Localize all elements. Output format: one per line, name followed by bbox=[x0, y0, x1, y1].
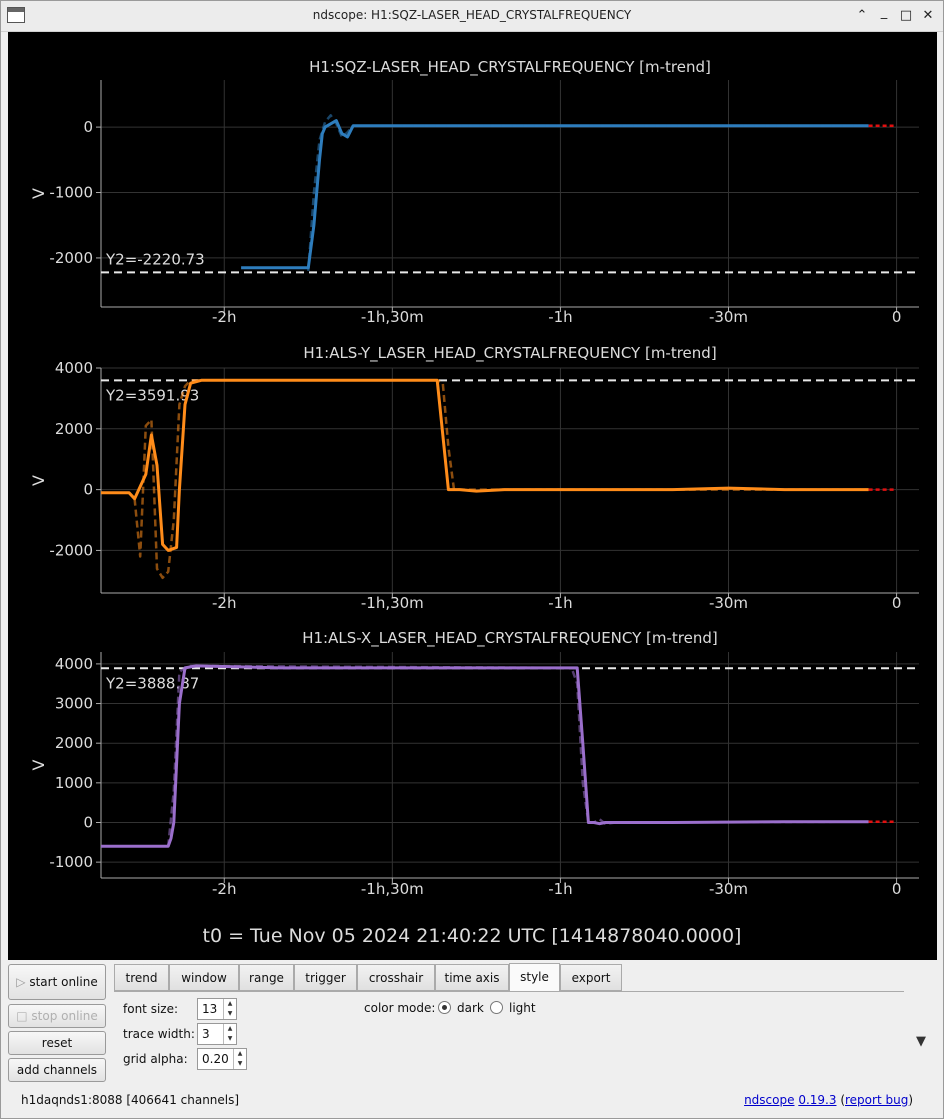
grid-alpha-spinbox[interactable]: 0.20 ▲ ▼ bbox=[197, 1048, 247, 1070]
stop-icon: □ bbox=[16, 1009, 28, 1023]
window-title: ndscope: H1:SQZ-LASER_HEAD_CRYSTALFREQUE… bbox=[312, 8, 632, 22]
t0-label: t0 = Tue Nov 05 2024 21:40:22 UTC [14148… bbox=[203, 925, 742, 947]
tab-trigger[interactable]: trigger bbox=[294, 964, 357, 991]
y-axis-label: V bbox=[29, 759, 48, 770]
style-panel: font size: 13 ▲ ▼ trace width: 3 ▲ ▼ grid … bbox=[114, 991, 904, 1082]
x-tick-label: -1h bbox=[548, 308, 572, 326]
plot-title: H1:ALS-X_LASER_HEAD_CRYSTALFREQUENCY [m-… bbox=[302, 629, 718, 648]
title-bar: ndscope: H1:SQZ-LASER_HEAD_CRYSTALFREQUE… bbox=[1, 1, 943, 32]
trace-minmax-line bbox=[166, 664, 869, 847]
close-button[interactable]: ✕ bbox=[922, 8, 934, 23]
x-tick-label: 0 bbox=[892, 308, 902, 326]
start-online-label: start online bbox=[29, 975, 98, 989]
plot-title: H1:SQZ-LASER_HEAD_CRYSTALFREQUENCY [m-tr… bbox=[309, 58, 711, 77]
trace-width-label: trace width: bbox=[123, 1027, 195, 1041]
font-size-value: 13 bbox=[202, 1002, 218, 1016]
x-tick-label: 0 bbox=[892, 880, 902, 898]
x-tick-label: -2h bbox=[212, 880, 236, 898]
y-tick-label: 4000 bbox=[55, 655, 93, 673]
stop-online-button[interactable]: □ stop online bbox=[8, 1004, 106, 1028]
spin-arrows-icon[interactable]: ▲ ▼ bbox=[223, 999, 236, 1019]
cursor-y2-label: Y2=3591.93 bbox=[105, 386, 199, 404]
trace-line bbox=[101, 664, 869, 848]
x-tick-label: -2h bbox=[212, 308, 236, 326]
tab-window[interactable]: window bbox=[169, 964, 239, 991]
x-tick-label: -1h bbox=[548, 594, 572, 612]
trace-minmax-line bbox=[307, 114, 869, 272]
x-tick-label: -1h,30m bbox=[361, 308, 424, 326]
y-tick-label: -1000 bbox=[49, 184, 93, 202]
trace-width-spinbox[interactable]: 3 ▲ ▼ bbox=[197, 1023, 237, 1045]
trace-line bbox=[241, 119, 869, 270]
tab-export[interactable]: export bbox=[560, 964, 622, 991]
font-size-label: font size: bbox=[123, 1002, 179, 1016]
server-status: h1daqnds1:8088 [406641 channels] bbox=[21, 1093, 240, 1107]
y-tick-label: 2000 bbox=[55, 420, 93, 438]
maximize-button[interactable]: □ bbox=[899, 8, 913, 23]
version-link[interactable]: 0.19.3 bbox=[798, 1093, 837, 1107]
plots-canvas[interactable]: H1:SQZ-LASER_HEAD_CRYSTALFREQUENCY [m-tr… bbox=[8, 32, 937, 960]
x-tick-label: -30m bbox=[709, 594, 748, 612]
x-tick-label: -2h bbox=[212, 594, 236, 612]
dark-label: dark bbox=[457, 1001, 484, 1015]
play-icon: ▷ bbox=[16, 975, 26, 989]
y-tick-label: 3000 bbox=[55, 695, 93, 713]
y-axis-label: V bbox=[29, 188, 48, 199]
paren-open: ( bbox=[840, 1093, 845, 1107]
color-mode-label: color mode: bbox=[364, 1001, 436, 1015]
control-panel: ▷ start online □ stop online reset add c… bbox=[1, 961, 943, 1118]
plot-area[interactable]: H1:SQZ-LASER_HEAD_CRYSTALFREQUENCY [m-tr… bbox=[8, 32, 937, 960]
y-tick-label: -1000 bbox=[49, 853, 93, 871]
stop-online-label: stop online bbox=[31, 1009, 98, 1023]
y-tick-label: 0 bbox=[83, 118, 93, 136]
tab-time-axis[interactable]: time axis bbox=[435, 964, 509, 991]
x-tick-label: -30m bbox=[709, 880, 748, 898]
grid-alpha-label: grid alpha: bbox=[123, 1052, 188, 1066]
window-menu-icon[interactable] bbox=[7, 7, 25, 23]
y-tick-label: -2000 bbox=[49, 541, 93, 559]
shade-button[interactable]: ⌃ bbox=[856, 8, 868, 23]
paren-close: ) bbox=[908, 1093, 913, 1107]
y-tick-label: 1000 bbox=[55, 774, 93, 792]
ndscope-link[interactable]: ndscope bbox=[744, 1093, 795, 1107]
trace-width-value: 3 bbox=[202, 1027, 210, 1041]
start-online-button[interactable]: ▷ start online bbox=[8, 964, 106, 1000]
y-axis-label: V bbox=[29, 475, 48, 486]
minimize-button[interactable]: _ bbox=[880, 5, 888, 20]
x-tick-label: -1h,30m bbox=[361, 594, 424, 612]
add-channels-button[interactable]: add channels bbox=[8, 1058, 106, 1082]
cursor-y2-label: Y2=3888.87 bbox=[105, 674, 199, 692]
tab-range[interactable]: range bbox=[239, 964, 294, 991]
y-tick-label: 0 bbox=[83, 481, 93, 499]
dark-radio[interactable] bbox=[438, 1001, 451, 1014]
report-bug-link[interactable]: report bug bbox=[845, 1093, 909, 1107]
light-label: light bbox=[509, 1001, 536, 1015]
x-tick-label: -1h bbox=[548, 880, 572, 898]
tab-crosshair[interactable]: crosshair bbox=[357, 964, 435, 991]
tab-style[interactable]: style bbox=[509, 963, 560, 992]
x-tick-label: -1h,30m bbox=[361, 880, 424, 898]
spin-arrows-icon[interactable]: ▲ ▼ bbox=[223, 1024, 236, 1044]
x-tick-label: 0 bbox=[892, 594, 902, 612]
light-radio[interactable] bbox=[490, 1001, 503, 1014]
y-tick-label: 2000 bbox=[55, 734, 93, 752]
version-info: ndscope 0.19.3 (report bug) bbox=[744, 1093, 913, 1107]
reset-button[interactable]: reset bbox=[8, 1031, 106, 1055]
expand-icon[interactable]: ▼ bbox=[916, 1034, 926, 1049]
y-tick-label: 4000 bbox=[55, 359, 93, 377]
font-size-spinbox[interactable]: 13 ▲ ▼ bbox=[197, 998, 237, 1020]
cursor-y2-label: Y2=-2220.73 bbox=[105, 250, 205, 268]
trace-minmax-line bbox=[133, 378, 869, 580]
trace-line bbox=[101, 378, 869, 552]
x-tick-label: -30m bbox=[709, 308, 748, 326]
y-tick-label: 0 bbox=[83, 813, 93, 831]
spin-arrows-icon[interactable]: ▲ ▼ bbox=[233, 1049, 246, 1069]
y-tick-label: -2000 bbox=[49, 249, 93, 267]
grid-alpha-value: 0.20 bbox=[202, 1052, 229, 1066]
plot-title: H1:ALS-Y_LASER_HEAD_CRYSTALFREQUENCY [m-… bbox=[303, 344, 716, 363]
tab-trend[interactable]: trend bbox=[114, 964, 169, 991]
